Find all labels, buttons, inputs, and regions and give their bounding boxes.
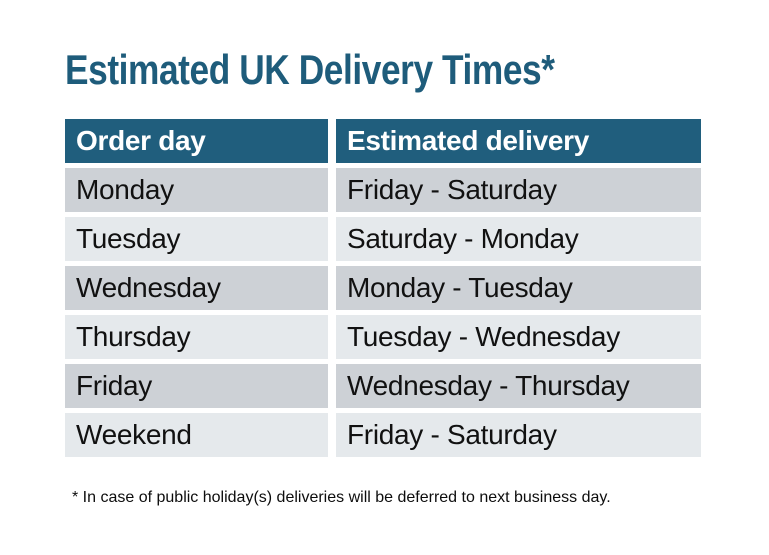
order-day-cell-weekend: Weekend (65, 413, 328, 457)
column-header-order-day: Order day (65, 119, 328, 163)
page-title: Estimated UK Delivery Times* (65, 46, 555, 93)
delivery-cell-friday: Wednesday - Thursday (336, 364, 701, 408)
footnote: * In case of public holiday(s) deliverie… (72, 489, 611, 506)
order-day-cell-thursday: Thursday (65, 315, 328, 359)
order-day-cell-tuesday: Tuesday (65, 217, 328, 261)
order-day-cell-friday: Friday (65, 364, 328, 408)
delivery-cell-tuesday: Saturday - Monday (336, 217, 701, 261)
delivery-cell-thursday: Tuesday - Wednesday (336, 315, 701, 359)
delivery-cell-monday: Friday - Saturday (336, 168, 701, 212)
order-day-cell-wednesday: Wednesday (65, 266, 328, 310)
order-day-cell-monday: Monday (65, 168, 328, 212)
delivery-cell-wednesday: Monday - Tuesday (336, 266, 701, 310)
delivery-cell-weekend: Friday - Saturday (336, 413, 701, 457)
column-header-estimated-delivery: Estimated delivery (336, 119, 701, 163)
delivery-times-table: Order day Estimated delivery Monday Frid… (65, 119, 701, 457)
